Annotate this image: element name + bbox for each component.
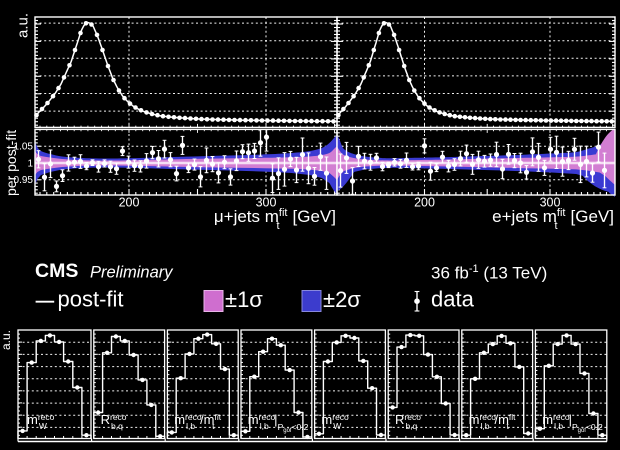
svg-text:1: 1 <box>27 158 33 169</box>
svg-text:36 fb-1 (13 TeV): 36 fb-1 (13 TeV) <box>431 263 547 283</box>
svg-text:data: data <box>431 287 475 312</box>
svg-text:200: 200 <box>414 196 435 210</box>
svg-text:a.u.: a.u. <box>15 13 32 38</box>
svg-text:±1σ: ±1σ <box>225 287 263 312</box>
svg-text:200: 200 <box>119 196 140 210</box>
svg-text:per post-fit: per post-fit <box>3 130 19 196</box>
svg-text:300: 300 <box>256 196 277 210</box>
svg-text:Preliminary: Preliminary <box>90 264 174 282</box>
svg-text:±2σ: ±2σ <box>323 287 361 312</box>
svg-text:1.05: 1.05 <box>14 142 34 153</box>
svg-text:post-fit: post-fit <box>58 287 124 312</box>
svg-text:300: 300 <box>540 196 561 210</box>
svg-text:a.u.: a.u. <box>0 330 13 350</box>
svg-text:0.95: 0.95 <box>14 175 34 186</box>
svg-text:CMS: CMS <box>35 260 78 282</box>
